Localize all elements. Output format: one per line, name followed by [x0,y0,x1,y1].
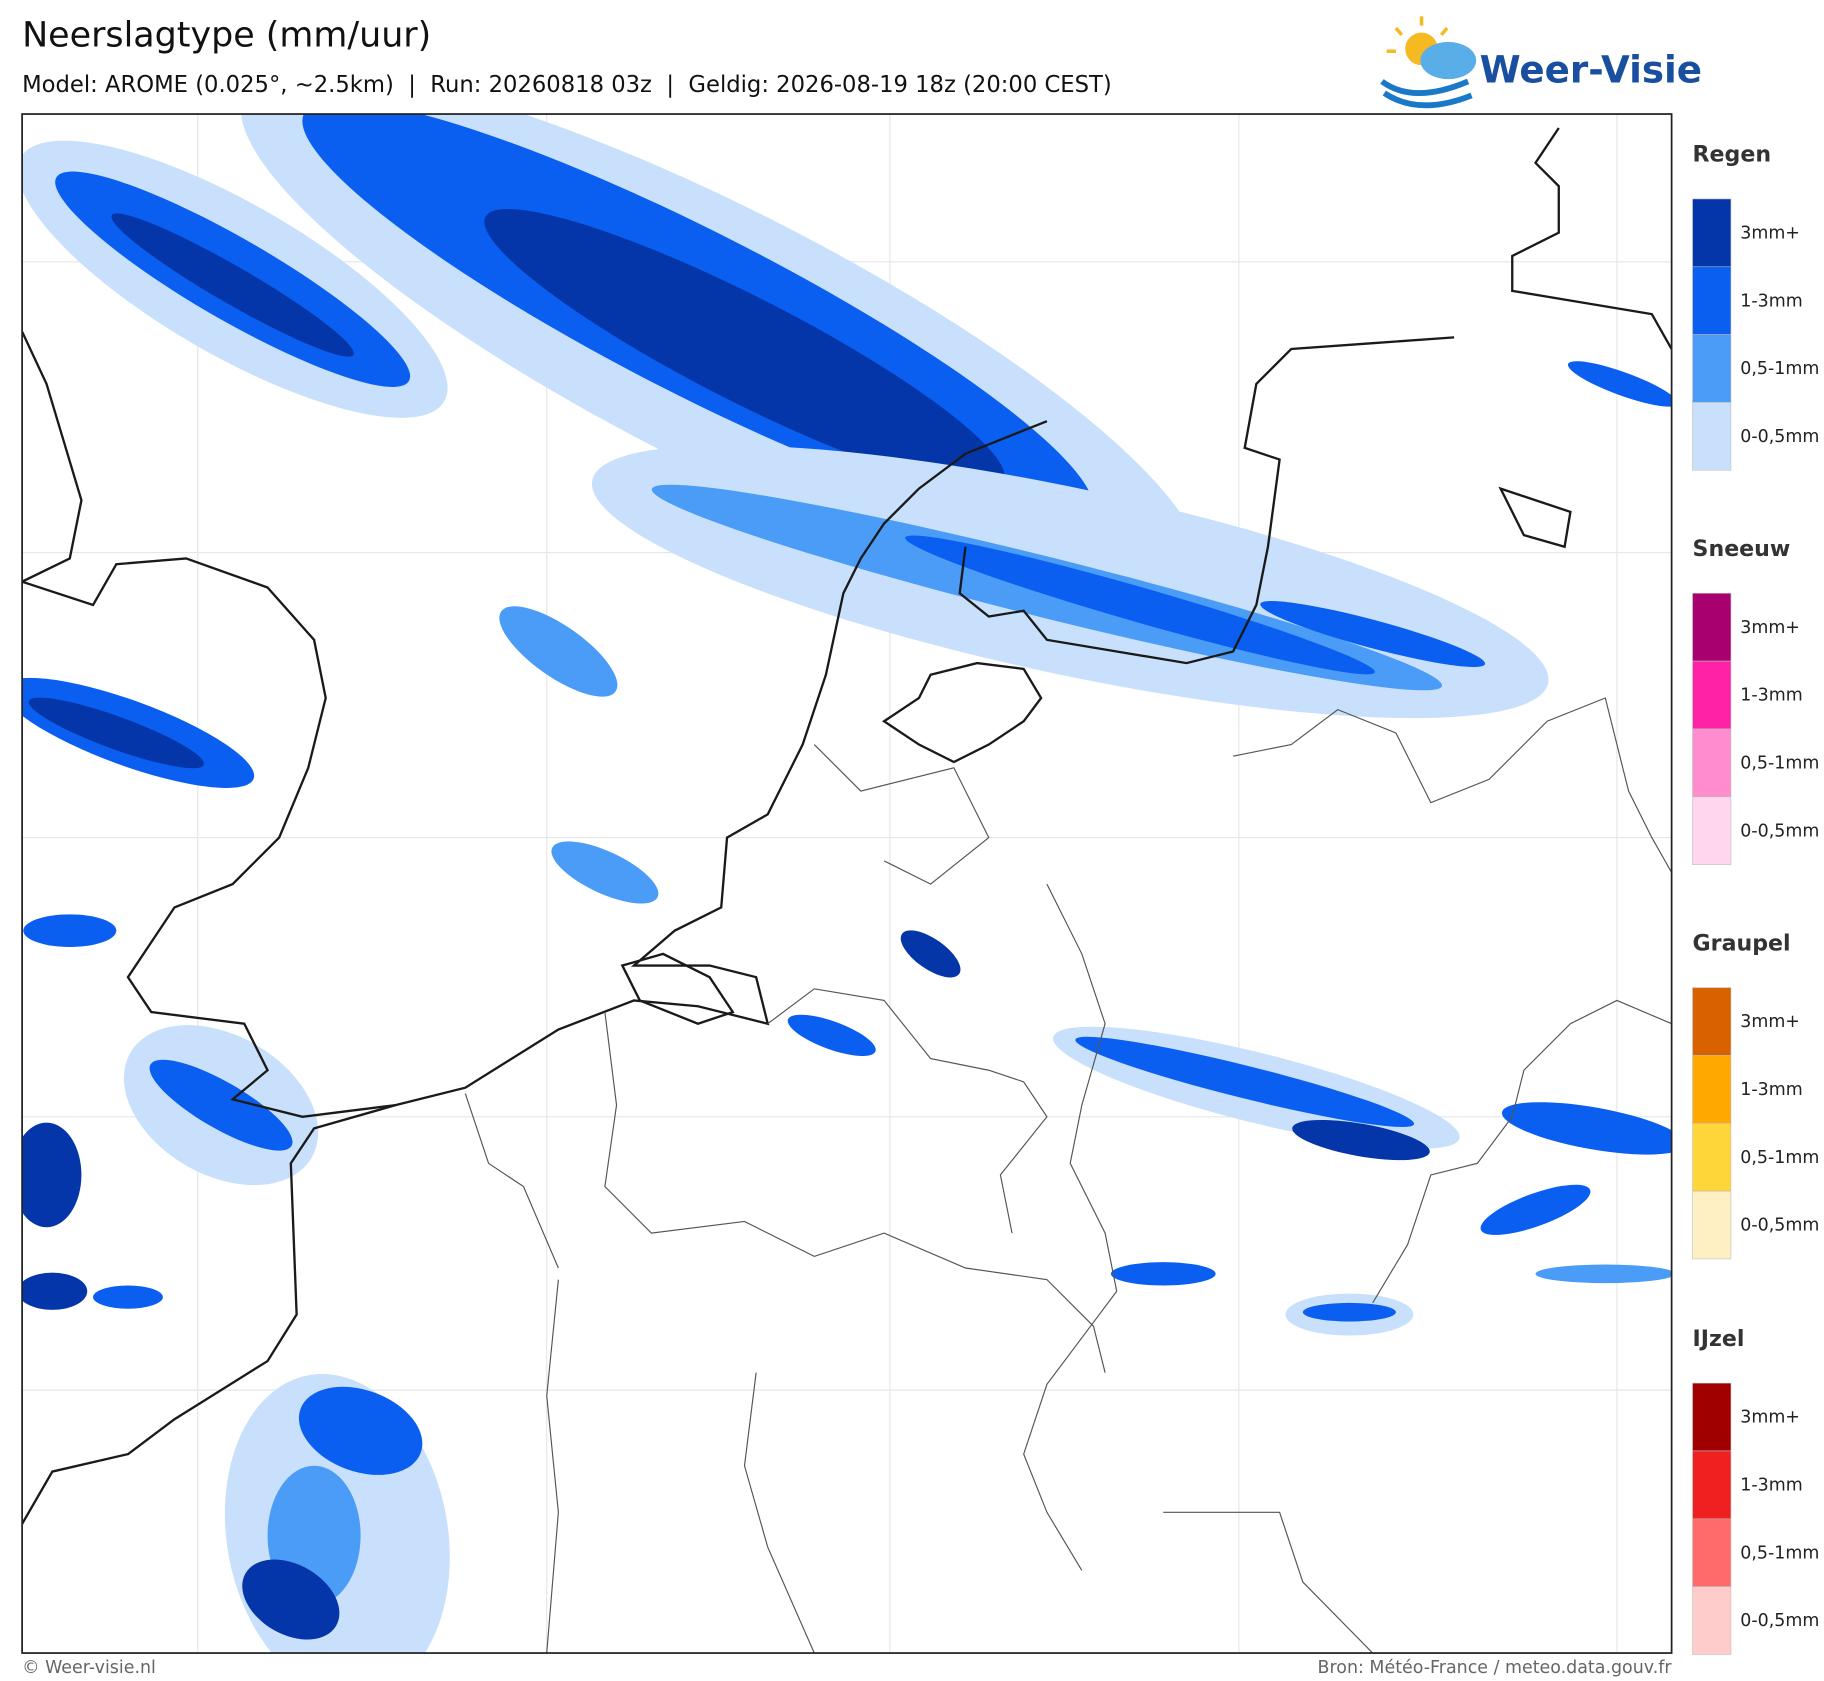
legend-swatch [1692,987,1732,1056]
legend-label: 3mm+ [1740,1408,1800,1428]
title: Neerslagtype (mm/uur) [22,16,431,56]
legend-label: 1-3mm [1740,1080,1802,1100]
legend-label: 0,5-1mm [1740,753,1819,773]
legend-label: 1-3mm [1740,1476,1802,1496]
footer-left: © Weer-visie.nl [22,1658,156,1678]
legend-swatch [1692,1586,1732,1655]
legend-label: 1-3mm [1740,291,1802,311]
subtitle: Model: AROME (0.025°, ~2.5km) | Run: 202… [22,72,1112,98]
legend-swatch [1692,1382,1732,1452]
legend-label: 0-0,5mm [1740,1611,1819,1631]
legend-swatch [1692,1518,1732,1587]
legend-label: 0-0,5mm [1740,1216,1819,1236]
legend-title: IJzel [1693,1326,1745,1352]
precipitation [22,114,1672,1654]
footer-right: Bron: Météo-France / meteo.data.gouv.fr [1318,1658,1673,1678]
legend-swatch [1692,198,1732,268]
legend-label: 0-0,5mm [1740,821,1819,841]
legend-label: 3mm+ [1740,618,1800,638]
legend-swatch [1692,334,1732,403]
legend-title: Regen [1693,142,1772,168]
legend-swatch [1692,660,1732,730]
legend-title: Graupel [1693,930,1791,956]
legend-swatch [1692,593,1732,662]
map-frame [21,113,1673,1654]
legend-swatch [1692,728,1732,798]
legend-label: 3mm+ [1740,1012,1800,1032]
legend-label: 3mm+ [1740,224,1800,244]
coastlines [22,127,1672,1525]
legend-swatch [1692,1190,1732,1260]
legend-swatch [1692,1450,1732,1520]
legend-label: 0-0,5mm [1740,427,1819,447]
map [22,114,1672,1654]
legend-swatch [1692,1055,1732,1124]
legend: Regen 3mm+ 1-3mm 0,5-1mm 0-0,5mm Sneeuw 3mm+ 1-… [1692,142,1819,1655]
legend-swatch [1692,796,1732,865]
logo: Weer-Visie [1380,16,1702,109]
legend-title: Sneeuw [1693,536,1791,562]
legend-label: 0,5-1mm [1740,1148,1819,1168]
legend-swatch [1692,266,1732,335]
legend-swatch [1692,402,1732,471]
borders [464,697,1672,1654]
legend-label: 1-3mm [1740,686,1802,706]
legend-label: 0,5-1mm [1740,359,1819,379]
logo-text: Weer-Visie [1480,48,1702,92]
legend-label: 0,5-1mm [1740,1543,1819,1563]
legend-swatch [1692,1122,1732,1192]
